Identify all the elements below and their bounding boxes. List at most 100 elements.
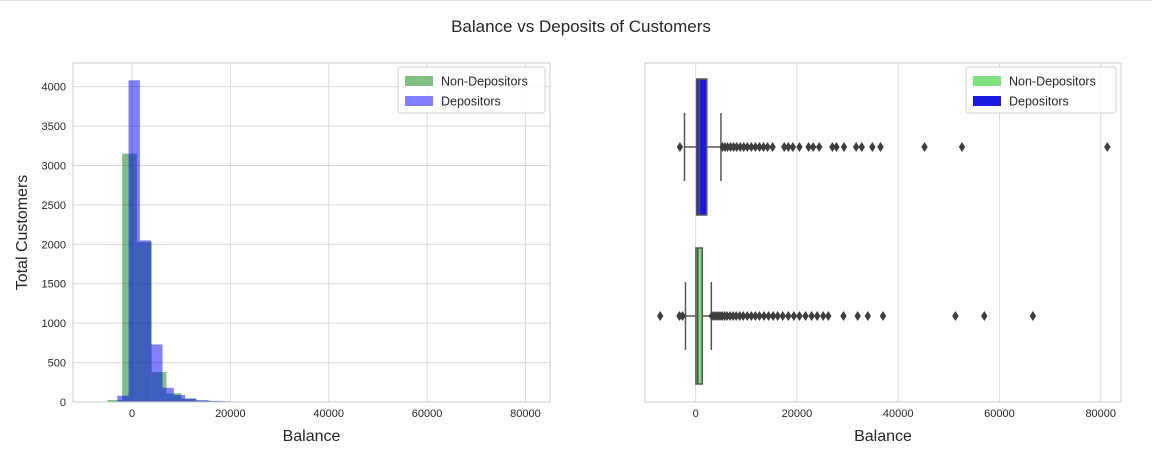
boxplot-outlier-depositors [769, 142, 776, 152]
boxplot-outlier-depositors [676, 142, 684, 152]
boxplot-grid [695, 63, 1102, 402]
boxplot-outlier-depositors [789, 142, 797, 152]
boxplot-panel: 0 20000 40000 60000 80000 Balance Non-Deposi… [644, 62, 1122, 445]
boxplot-outlier-non-depositors [779, 311, 786, 321]
boxplot-outlier-non-depositors [796, 311, 803, 321]
boxplot-outlier-non-depositors [802, 311, 809, 321]
boxplot-outlier-depositors [877, 142, 884, 152]
boxplot-outlier-non-depositors [840, 311, 847, 321]
histogram-x-tick-label: 60000 [412, 408, 443, 420]
boxplot-x-ticks: 0 20000 40000 60000 80000 [693, 408, 1116, 420]
histogram-y-tick-label: 2500 [42, 200, 66, 212]
histogram-y-tick-label: 1500 [42, 279, 66, 291]
boxplot-outlier-non-depositors [732, 311, 740, 321]
histogram-bar-depositors [207, 400, 220, 402]
histogram-legend: Non-Depositors Depositors [397, 66, 546, 114]
boxplot-outlier-depositors [744, 142, 751, 152]
histogram-panel: 0 20000 40000 60000 80000 0 500 1000 1500 2000 25… [14, 62, 551, 445]
boxplot-outlier-depositors [785, 142, 792, 152]
boxplot-outlier-depositors [858, 142, 865, 152]
boxplot-outlier-depositors [748, 142, 755, 152]
histogram-frame [72, 62, 551, 403]
histogram-y-axis-label: Total Customers [14, 175, 31, 291]
boxplot-outlier-non-depositors [740, 311, 747, 321]
histogram-x-ticks: 0 20000 40000 60000 80000 [129, 408, 541, 420]
boxplot-x-tick-label: 0 [693, 408, 699, 420]
histogram-x-tick-label: 0 [129, 408, 135, 420]
boxplot-outlier-depositors [733, 142, 740, 152]
boxplot-outlier-depositors [921, 142, 928, 152]
boxplot-outlier-depositors [737, 142, 744, 152]
histogram-bar-depositors [151, 344, 163, 402]
boxplot-x-tick-label: 40000 [883, 408, 914, 420]
boxplot-boxes [656, 78, 1111, 385]
boxplot-outlier-non-depositors [864, 311, 872, 321]
boxplot-x-tick-label: 60000 [984, 408, 1015, 420]
histogram-y-tick-label: 2000 [42, 239, 66, 251]
boxplot-outlier-depositors [740, 142, 747, 152]
boxplot-outlier-depositors [752, 142, 759, 152]
histogram-y-tick-label: 1000 [42, 318, 66, 330]
boxplot-outlier-non-depositors [752, 311, 759, 321]
histogram-y-tick-label: 500 [48, 358, 66, 370]
histogram-x-tick-label: 20000 [215, 408, 246, 420]
boxplot-outlier-non-depositors [790, 311, 798, 321]
boxplot-non-depositors [656, 247, 1037, 385]
histogram-x-axis-label: Balance [283, 428, 341, 445]
legend-swatch-depositors [405, 96, 433, 106]
boxplot-outlier-non-depositors [756, 311, 763, 321]
legend-box [965, 66, 1117, 114]
boxplot-outlier-depositors [1104, 142, 1111, 152]
histogram-y-tick-label: 4000 [42, 82, 66, 94]
boxplot-x-tick-label: 20000 [782, 408, 813, 420]
histogram-y-tick-label: 0 [60, 397, 66, 409]
legend-swatch-non-depositors [405, 76, 433, 86]
boxplot-outlier-depositors [958, 142, 966, 152]
histogram-bar-non-depositors [107, 400, 123, 402]
boxplot-outlier-depositors [760, 142, 767, 152]
boxplot-outlier-non-depositors [744, 311, 751, 321]
boxplot-outlier-non-depositors [813, 311, 821, 321]
boxplot-outlier-non-depositors [785, 311, 792, 321]
legend-swatch-depositors [973, 96, 1001, 106]
boxplot-outlier-non-depositors [854, 311, 861, 321]
boxplot-outlier-non-depositors [769, 311, 777, 321]
histogram-bar-depositors [185, 398, 197, 402]
boxplot-outlier-depositors [809, 142, 817, 152]
boxplot-outlier-non-depositors [820, 311, 827, 321]
boxplot-outlier-depositors [781, 142, 788, 152]
boxplot-box-depositors [695, 78, 708, 216]
boxplot-depositors [676, 78, 1111, 216]
boxplot-outlier-depositors [796, 142, 803, 152]
histogram-x-tick-label: 80000 [510, 408, 541, 420]
boxplot-outlier-non-depositors [774, 311, 781, 321]
histogram-bar-depositors [139, 240, 152, 402]
histogram-y-ticks: 0 500 1000 1500 2000 2500 3000 3500 4000 [42, 82, 66, 409]
boxplot-outlier-non-depositors [1029, 311, 1037, 321]
histogram-bar-depositors [128, 80, 140, 403]
legend-swatch-non-depositors [973, 76, 1001, 86]
boxplot-legend: Non-Depositors Depositors [965, 66, 1117, 114]
boxplot-outlier-non-depositors [760, 311, 768, 321]
legend-label-non-depositors: Non-Depositors [1009, 75, 1096, 89]
boxplot-outlier-non-depositors [765, 311, 772, 321]
boxplot-outlier-depositors [805, 142, 812, 152]
boxplot-outlier-depositors [840, 142, 848, 152]
legend-box [397, 66, 546, 114]
figure-title: Balance vs Deposits of Customers [451, 17, 711, 36]
boxplot-outlier-non-depositors [679, 311, 686, 321]
boxplot-outlier-depositors [869, 142, 876, 152]
boxplot-outlier-non-depositors [825, 311, 832, 321]
histogram-bar-depositors [117, 395, 129, 402]
boxplot-outlier-depositors [764, 142, 771, 152]
boxplot-x-tick-label: 80000 [1085, 408, 1116, 420]
boxplot-outlier-non-depositors [656, 311, 664, 321]
boxplot-outlier-depositors [815, 142, 823, 152]
boxplot-outlier-non-depositors [952, 311, 959, 321]
histogram-y-tick-label: 3500 [42, 121, 66, 133]
boxplot-outlier-non-depositors [879, 311, 887, 321]
histogram-bar-depositors [173, 394, 186, 402]
histogram-series-depositors [117, 80, 299, 403]
boxplot-outlier-depositors [852, 142, 860, 152]
